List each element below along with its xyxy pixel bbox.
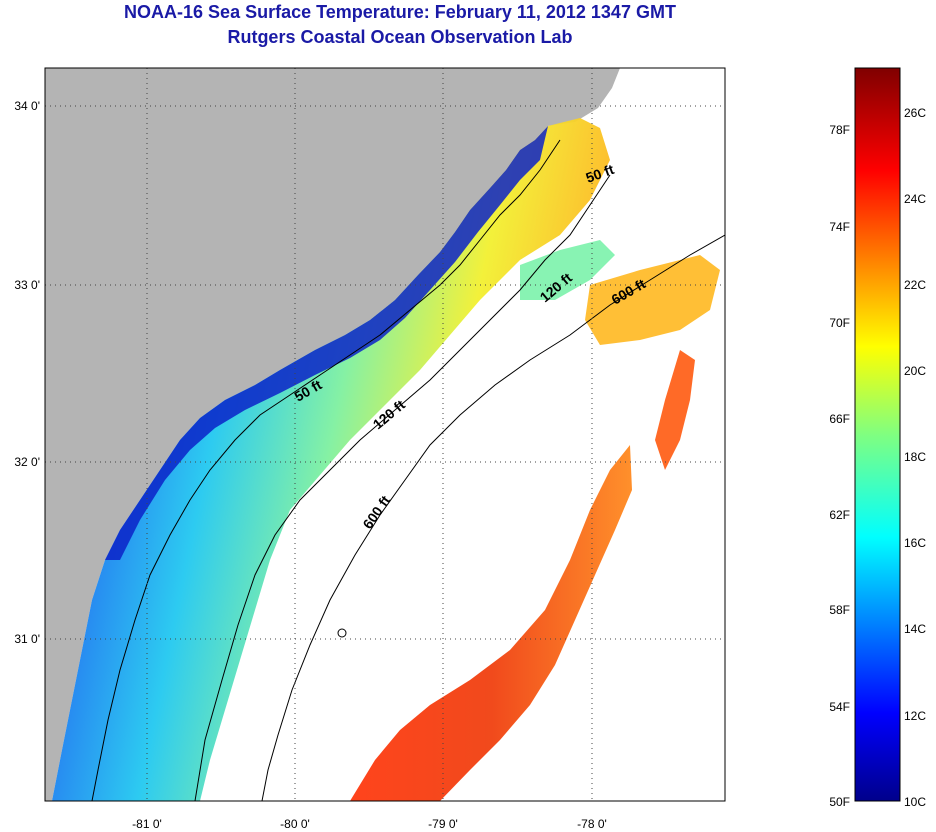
- colorbar-label-74F: 74F: [829, 220, 850, 234]
- offshore-yellow-patch: [585, 255, 720, 345]
- shelf-sst-band: [52, 118, 610, 801]
- land-mass: [45, 68, 620, 801]
- latitude-label-34: 34 0': [14, 99, 40, 113]
- colorbar-label-24C: 24C: [904, 192, 926, 206]
- latitude-label-31: 31 0': [14, 632, 40, 646]
- isobath-600ft: [261, 234, 725, 801]
- graticule: [45, 68, 725, 801]
- isobath-50ft: [91, 139, 561, 801]
- colorbar-label-12C: 12C: [904, 709, 926, 723]
- longitude-label-79: -79 0': [428, 817, 458, 831]
- colorbar-label-78F: 78F: [829, 123, 850, 137]
- longitude-label-80: -80 0': [280, 817, 310, 831]
- colorbar-label-16C: 16C: [904, 536, 926, 550]
- colorbar-label-70F: 70F: [829, 316, 850, 330]
- map-title: NOAA-16 Sea Surface Temperature: Februar…: [124, 2, 676, 22]
- latitude-label-33: 33 0': [14, 278, 40, 292]
- colorbar-label-54F: 54F: [829, 700, 850, 714]
- longitude-label-81: -81 0': [132, 817, 162, 831]
- map-frame: [44, 67, 726, 802]
- longitude-label-78: -78 0': [577, 817, 607, 831]
- colorbar-label-58F: 58F: [829, 603, 850, 617]
- colorbar-label-14C: 14C: [904, 622, 926, 636]
- colorbar-label-18C: 18C: [904, 450, 926, 464]
- gulf-stream-warm-band: [350, 445, 632, 801]
- isobath-120ft: [194, 174, 611, 801]
- colorbar-label-20C: 20C: [904, 364, 926, 378]
- colorbar-label-22C: 22C: [904, 278, 926, 292]
- isobath-island-ring: [337, 628, 347, 638]
- colorbar-label-62F: 62F: [829, 508, 850, 522]
- colorbar-label-50F: 50F: [829, 795, 850, 809]
- offshore-warm-patch: [655, 350, 695, 470]
- colorbar-label-10C: 10C: [904, 795, 926, 809]
- map-subtitle: Rutgers Coastal Ocean Observation Lab: [227, 27, 573, 47]
- colorbar-label-26C: 26C: [904, 106, 926, 120]
- latitude-label-32: 32 0': [14, 455, 40, 469]
- temperature-colorbar: [854, 67, 901, 802]
- offshore-green-patch: [520, 240, 615, 300]
- colorbar-label-66F: 66F: [829, 412, 850, 426]
